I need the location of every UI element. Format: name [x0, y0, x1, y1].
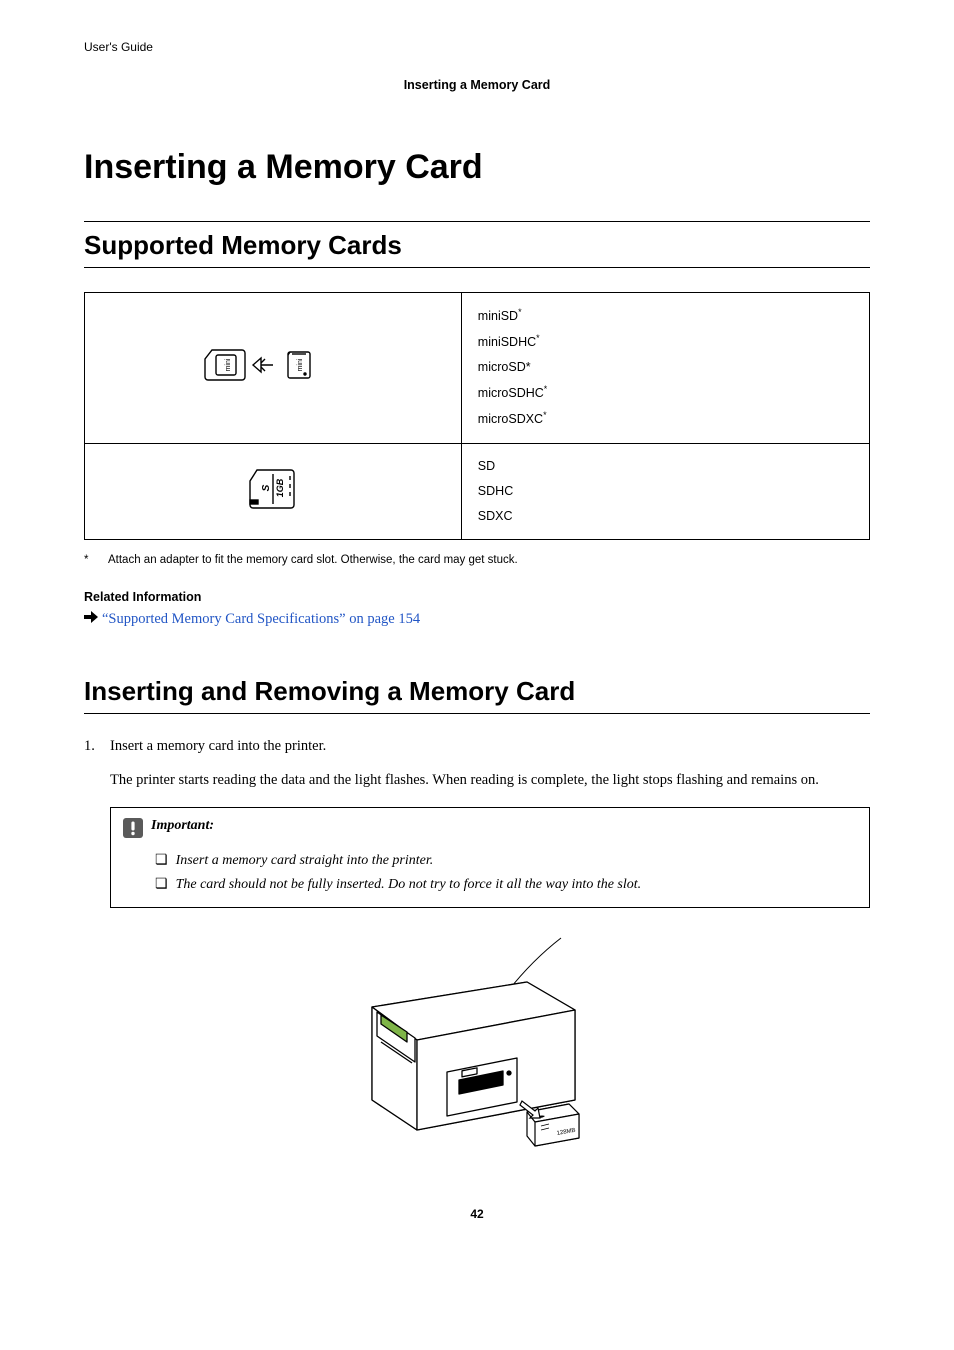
- guide-label: User's Guide: [84, 40, 870, 54]
- footnote-marker: *: [84, 554, 108, 566]
- sd-card-icon: S 1GB: [243, 466, 303, 512]
- card-type: SDXC: [478, 504, 853, 529]
- important-callout: Important: Insert a memory card straight…: [110, 807, 870, 908]
- svg-text:mini: mini: [225, 358, 232, 371]
- table-row: mini mini miniSD* miniSDHC*: [85, 293, 870, 444]
- footnote-text: Attach an adapter to fit the memory card…: [108, 554, 518, 566]
- important-item: The card should not be fully inserted. D…: [155, 873, 857, 897]
- step-1: 1. Insert a memory card into the printer…: [84, 738, 870, 755]
- step-1-description: The printer starts reading the data and …: [110, 769, 870, 791]
- card-type: microSDHC*: [478, 380, 853, 406]
- related-link[interactable]: “Supported Memory Card Specifications” o…: [102, 611, 420, 627]
- card-type: miniSDHC*: [478, 329, 853, 355]
- card-type: miniSD*: [478, 303, 853, 329]
- card-illustration-cell: mini mini: [85, 293, 462, 444]
- card-type: SDHC: [478, 479, 853, 504]
- footnote: *Attach an adapter to fit the memory car…: [84, 554, 870, 566]
- step-number: 1.: [84, 738, 110, 755]
- section-header: Inserting a Memory Card: [84, 78, 870, 92]
- svg-text:mini: mini: [297, 358, 304, 371]
- card-type: microSDXC*: [478, 406, 853, 432]
- h2-rule-1: [84, 267, 870, 268]
- important-icon: [123, 818, 143, 843]
- h1-rule: [84, 221, 870, 222]
- insert-remove-h2: Inserting and Removing a Memory Card: [84, 676, 870, 707]
- important-list: Insert a memory card straight into the p…: [155, 849, 857, 897]
- card-type: SD: [478, 454, 853, 479]
- arrow-right-icon: [84, 610, 98, 628]
- table-row: S 1GB SD SDHC SDXC: [85, 443, 870, 539]
- svg-text:S: S: [261, 484, 272, 491]
- supported-cards-table: mini mini miniSD* miniSDHC*: [84, 292, 870, 540]
- related-link-row: “Supported Memory Card Specifications” o…: [84, 610, 870, 628]
- card-type: microSD*: [478, 355, 853, 380]
- svg-text:1GB: 1GB: [275, 478, 285, 497]
- step-text: Insert a memory card into the printer.: [110, 738, 870, 755]
- supported-cards-h2: Supported Memory Cards: [84, 230, 870, 261]
- card-list-cell: SD SDHC SDXC: [461, 443, 869, 539]
- printer-illustration: 128MB: [84, 932, 870, 1167]
- h2-rule-2: [84, 713, 870, 714]
- important-item: Insert a memory card straight into the p…: [155, 849, 857, 873]
- card-illustration-cell: S 1GB: [85, 443, 462, 539]
- page-number: 42: [84, 1207, 870, 1251]
- page-title-h1: Inserting a Memory Card: [84, 148, 870, 187]
- important-label: Important:: [151, 818, 214, 834]
- related-info-label: Related Information: [84, 590, 870, 604]
- card-list-cell: miniSD* miniSDHC* microSD* microSDHC* mi…: [461, 293, 869, 444]
- mini-adapter-icon: mini mini: [198, 346, 348, 384]
